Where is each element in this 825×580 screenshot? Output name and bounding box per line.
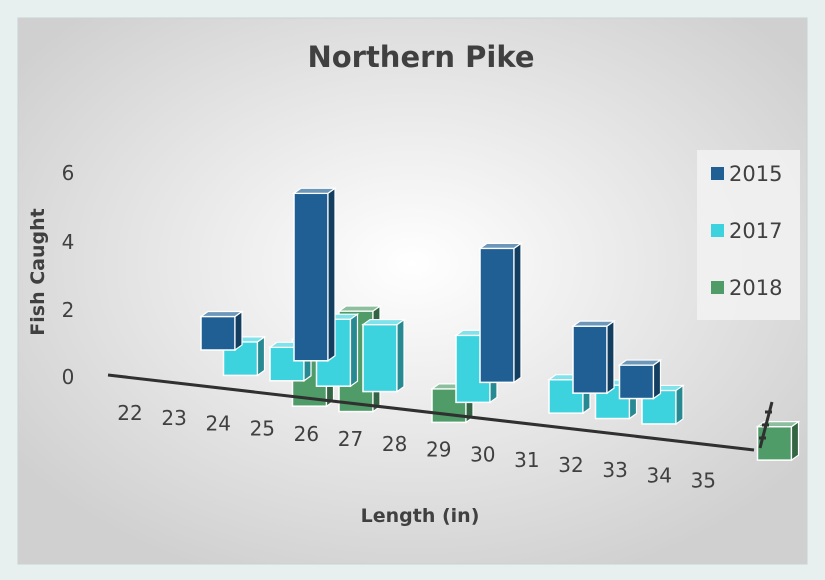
y-tick-label: 2 [62, 298, 75, 322]
bar-2018-35 [755, 420, 801, 462]
x-tick-label: 29 [426, 437, 451, 461]
x-tick-label: 24 [205, 411, 230, 435]
x-tick-label: 32 [558, 453, 583, 477]
legend-swatch-2017 [711, 224, 724, 237]
bar-2015-31 [617, 358, 663, 400]
y-tick-label: 6 [62, 161, 75, 185]
x-axis-label: Length (in) [361, 505, 480, 527]
y-tick-label: 0 [62, 365, 75, 389]
legend-label-2017: 2017 [729, 219, 782, 243]
x-tick-label: 25 [250, 417, 275, 441]
x-tick-label: 22 [117, 401, 142, 425]
x-tick-label: 31 [514, 448, 539, 472]
x-tick-label: 34 [646, 463, 671, 487]
chart-title: Northern Pike [307, 40, 534, 74]
x-tick-label: 30 [470, 443, 495, 467]
y-axis-label: Fish Caught [27, 208, 49, 335]
bar-2015-24 [292, 187, 337, 362]
x-axis-line [107, 373, 755, 452]
y-axis-ticks: 0 2 4 6 [62, 161, 75, 389]
y-tick-label: 4 [62, 230, 75, 254]
legend: 2015 2017 2018 [697, 150, 800, 320]
x-tick-label: 33 [602, 458, 627, 482]
x-tick-label: 26 [294, 422, 319, 446]
depth-axis-ticks [759, 410, 772, 440]
x-tick-label: 35 [691, 469, 716, 493]
x-tick-label: 27 [338, 427, 363, 451]
bar-2015-30 [571, 319, 616, 395]
x-tick-label: 23 [161, 406, 186, 430]
bar-2015-22 [199, 310, 244, 352]
x-axis-ticks: 22 23 24 25 26 27 28 29 30 31 32 33 34 35 [117, 401, 716, 493]
legend-label-2015: 2015 [729, 162, 782, 186]
chart-area [17, 17, 808, 565]
legend-swatch-2015 [711, 167, 724, 180]
bar-2017-26 [361, 318, 406, 393]
bar-2015-28 [478, 242, 523, 384]
x-tick-label: 28 [382, 432, 407, 456]
legend-swatch-2018 [711, 281, 724, 294]
legend-label-2018: 2018 [729, 276, 782, 300]
